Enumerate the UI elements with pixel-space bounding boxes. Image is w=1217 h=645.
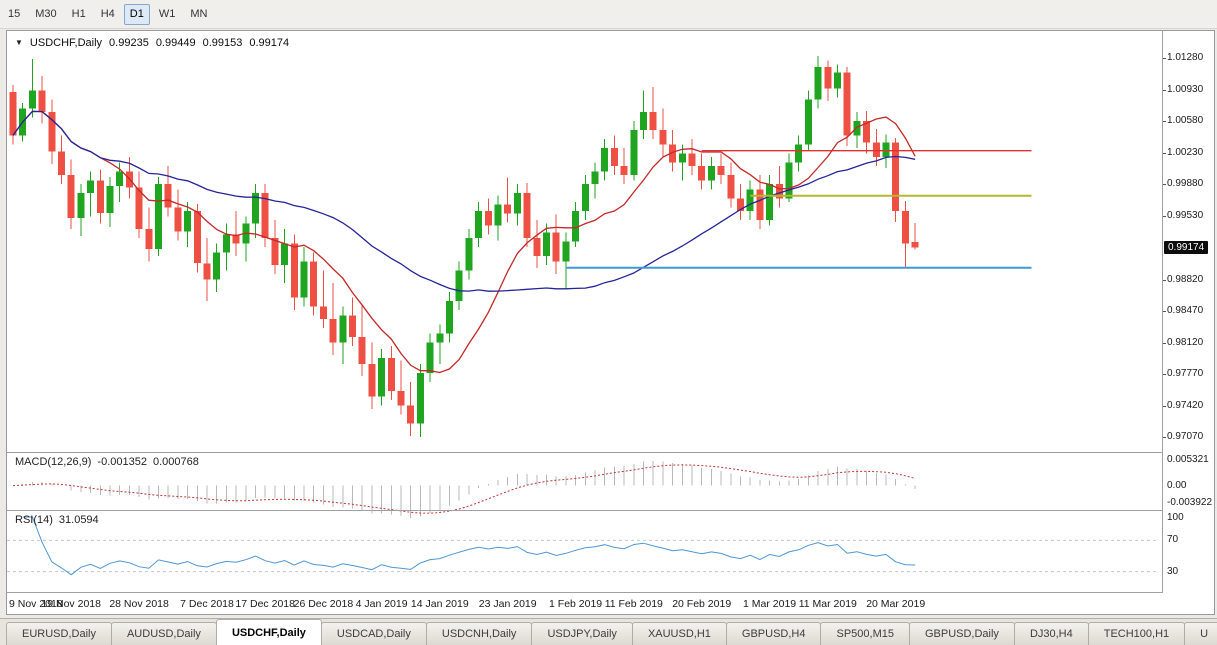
rsi-line bbox=[22, 516, 916, 576]
price-axis-label: 1.01280 bbox=[1167, 52, 1204, 63]
price-axis-label: 0.98820 bbox=[1167, 273, 1204, 285]
pane-separator bbox=[7, 592, 1214, 593]
chart-tab-xauusd-h1[interactable]: XAUUSD,H1 bbox=[631, 622, 727, 645]
date-axis-label: 17 Dec 2018 bbox=[235, 598, 295, 610]
date-axis-label: 9 Nov 2018 bbox=[9, 598, 63, 610]
expand-arrow-icon[interactable]: ▼ bbox=[15, 38, 23, 47]
chart-window[interactable]: ▼ USDCHF,Daily 0.99235 0.99449 0.99153 0… bbox=[6, 30, 1215, 615]
price-axis-label: 0.99530 bbox=[1167, 209, 1204, 221]
axis-separator bbox=[1162, 31, 1163, 592]
price-axis-label: 0.97070 bbox=[1167, 431, 1204, 442]
chart-tab-eurusd-daily[interactable]: EURUSD,Daily bbox=[6, 622, 112, 645]
macd-value-main: -0.001352 bbox=[97, 456, 147, 468]
date-axis-label: 11 Feb 2019 bbox=[604, 598, 663, 610]
chart-tab-usdcnh-daily[interactable]: USDCNH,Daily bbox=[425, 622, 533, 645]
chart-tab-u[interactable]: U bbox=[1184, 622, 1217, 645]
chart-title: ▼ USDCHF,Daily 0.99235 0.99449 0.99153 0… bbox=[15, 37, 289, 49]
macd-axis-label: 0.00 bbox=[1167, 479, 1187, 491]
price-axis-tick bbox=[1163, 58, 1166, 59]
price-axis-label: 0.97420 bbox=[1167, 399, 1204, 411]
date-axis-label: 20 Feb 2019 bbox=[672, 598, 732, 610]
price-axis-label: 1.00930 bbox=[1167, 83, 1204, 95]
chart-tab-dj30-h4[interactable]: DJ30,H4 bbox=[1013, 622, 1089, 645]
macd-histogram bbox=[22, 460, 916, 518]
chart-tab-bar: EURUSD,Daily AUDUSD,Daily USDCHF,Daily USDC… bbox=[0, 618, 1217, 645]
timeframe-button-15[interactable]: 15 bbox=[8, 8, 21, 20]
price-axis-tick bbox=[1163, 215, 1166, 217]
price-axis-tick bbox=[1163, 279, 1166, 281]
chart-tab-tech100-h1[interactable]: TECH100,H1 bbox=[1087, 622, 1186, 645]
price-axis-label: 0.98470 bbox=[1167, 305, 1204, 316]
ohlc-high: 0.99449 bbox=[155, 37, 196, 49]
timeframe-toolbar: 15 M30 H1 H4 D1 W1 MN bbox=[0, 0, 1217, 29]
price-axis-tick bbox=[1163, 152, 1166, 154]
chart-tab-usdjpy-daily[interactable]: USDJPY,Daily bbox=[531, 622, 633, 645]
price-axis-label: 0.99880 bbox=[1167, 178, 1204, 189]
ohlc-open: 0.99235 bbox=[109, 37, 149, 49]
date-axis-label: 1 Mar 2019 bbox=[743, 598, 797, 610]
date-axis-label: 11 Mar 2019 bbox=[798, 598, 857, 610]
ohlc-close: 0.99174 bbox=[249, 37, 290, 49]
price-axis-tick bbox=[1163, 184, 1166, 185]
current-price-badge: 0.99174 bbox=[1164, 240, 1209, 254]
macd-axis-label: -0.003922 bbox=[1167, 497, 1213, 508]
rsi-label: RSI(14) 31.0594 bbox=[15, 514, 99, 526]
ma-slow-line bbox=[12, 110, 916, 292]
date-axis-label: 4 Jan 2019 bbox=[355, 598, 408, 610]
price-axis-tick bbox=[1163, 374, 1166, 375]
chart-tab-audusd-daily[interactable]: AUDUSD,Daily bbox=[110, 622, 217, 645]
macd-name: MACD(12,26,9) bbox=[15, 456, 92, 468]
timeframe-button-m30[interactable]: M30 bbox=[35, 8, 57, 20]
price-axis-tick bbox=[1163, 89, 1166, 91]
candlesticks bbox=[9, 56, 919, 437]
date-axis-label: 28 Nov 2018 bbox=[109, 598, 169, 610]
date-axis: 9 Nov 2018 19 Nov 2018 28 Nov 2018 7 Dec 20… bbox=[7, 593, 1214, 614]
rsi-name: RSI(14) bbox=[15, 514, 53, 526]
ma-fast-line bbox=[12, 110, 916, 374]
macd-label: MACD(12,26,9) -0.001352 0.000768 bbox=[15, 456, 199, 468]
timeframe-button-d1[interactable]: D1 bbox=[123, 3, 150, 25]
date-axis-label: 1 Feb 2019 bbox=[549, 598, 603, 610]
timeframe-button-mn[interactable]: MN bbox=[190, 8, 208, 20]
chart-tab-usdcad-daily[interactable]: USDCAD,Daily bbox=[320, 622, 427, 645]
price-axis-tick bbox=[1163, 437, 1166, 438]
price-axis-tick bbox=[1163, 405, 1166, 407]
price-axis-label: 0.97770 bbox=[1167, 368, 1204, 379]
macd-signal-line bbox=[12, 464, 916, 514]
macd-value-signal: 0.000768 bbox=[152, 456, 199, 468]
timeframe-button-w1[interactable]: W1 bbox=[158, 8, 176, 20]
date-axis-label: 20 Mar 2019 bbox=[866, 598, 926, 610]
pane-separator[interactable] bbox=[7, 452, 1214, 453]
rsi-axis-label: 70 bbox=[1167, 534, 1179, 546]
date-axis-label: 7 Dec 2018 bbox=[180, 598, 234, 610]
date-axis-label: 19 Nov 2018 bbox=[41, 598, 101, 610]
price-axis: 1.01280 1.00930 1.00580 1.00230 0.99880 0.995… bbox=[1163, 31, 1214, 614]
rsi-axis-label: 30 bbox=[1167, 565, 1179, 577]
date-axis-label: 26 Dec 2018 bbox=[293, 598, 354, 610]
rsi-indicator-canvas[interactable] bbox=[7, 511, 1162, 592]
date-axis-label: 14 Jan 2019 bbox=[410, 598, 469, 610]
timeframe-button-h4[interactable]: H4 bbox=[100, 8, 115, 20]
chart-tab-gbpusd-daily[interactable]: GBPUSD,Daily bbox=[908, 622, 1015, 645]
price-axis-tick bbox=[1163, 342, 1166, 344]
price-axis-label: 0.98120 bbox=[1167, 336, 1204, 348]
date-axis-label: 23 Jan 2019 bbox=[478, 598, 537, 610]
chart-tab-sp500-m15[interactable]: SP500,M15 bbox=[820, 622, 910, 645]
macd-indicator-canvas[interactable] bbox=[7, 453, 1162, 518]
macd-axis-label: 0.005321 bbox=[1167, 454, 1209, 465]
timeframe-button-h1[interactable]: H1 bbox=[71, 8, 86, 20]
price-axis-label: 1.00580 bbox=[1167, 115, 1204, 126]
ohlc-low: 0.99153 bbox=[202, 37, 243, 49]
price-axis-label: 1.00230 bbox=[1167, 146, 1204, 158]
price-axis-tick bbox=[1163, 121, 1166, 122]
price-axis-tick bbox=[1163, 311, 1166, 312]
chart-tab-usdchf-daily[interactable]: USDCHF,Daily bbox=[215, 619, 322, 645]
chart-tab-gbpusd-h4[interactable]: GBPUSD,H4 bbox=[725, 622, 822, 645]
price-chart-canvas[interactable] bbox=[7, 31, 1162, 452]
chart-symbol-label: USDCHF,Daily bbox=[29, 37, 103, 49]
pane-separator[interactable] bbox=[7, 510, 1214, 511]
rsi-axis-label: 100 bbox=[1167, 512, 1184, 523]
rsi-value: 31.0594 bbox=[58, 514, 99, 526]
